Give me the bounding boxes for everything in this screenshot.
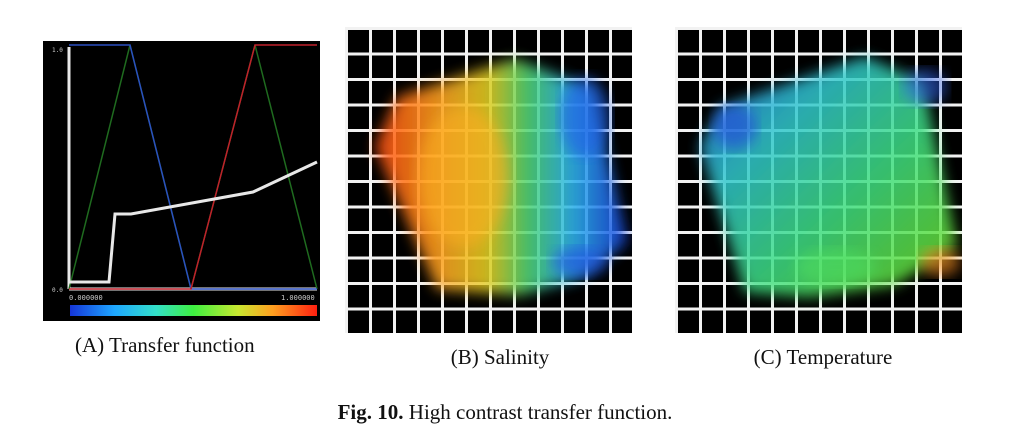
figure-caption-text: High contrast transfer function. xyxy=(403,400,673,424)
opacity-curve[interactable] xyxy=(69,160,318,284)
figure-label: Fig. 10. xyxy=(337,400,404,424)
x-max-label: 1.000000 xyxy=(281,294,315,302)
temperature-rendering xyxy=(675,27,962,333)
figure-caption: Fig. 10. High contrast transfer function… xyxy=(0,400,1010,424)
color-bar xyxy=(70,305,317,316)
transfer-function-panel: 1.0 0.0 0.000000 1.000000 xyxy=(43,41,320,321)
y-min-label: 0.0 xyxy=(52,287,63,294)
caption-salinity: (B) Salinity xyxy=(450,345,550,369)
temperature-image xyxy=(675,27,962,333)
caption-temperature: (C) Temperature xyxy=(753,345,893,369)
y-max-label: 1.0 xyxy=(52,47,63,54)
salinity-rendering xyxy=(345,27,632,333)
blue-channel-line xyxy=(69,44,317,290)
red-channel-line xyxy=(69,44,317,290)
transfer-function-plot: 1.0 0.0 0.000000 1.000000 xyxy=(52,44,318,316)
temperature-volume xyxy=(700,57,957,297)
x-min-label: 0.000000 xyxy=(69,294,103,302)
salinity-image xyxy=(345,27,632,333)
green-channel-line xyxy=(68,44,318,290)
caption-transfer-function: (A) Transfer function xyxy=(75,333,255,357)
